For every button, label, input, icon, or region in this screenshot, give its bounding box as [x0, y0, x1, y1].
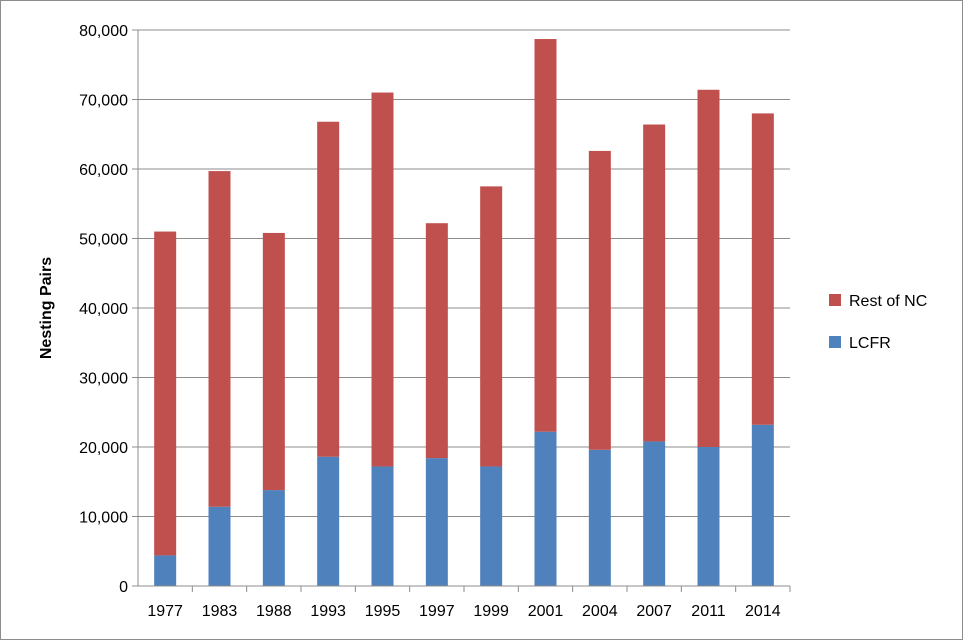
bar-rest-of-nc-2011: [697, 89, 720, 448]
legend-swatch: [829, 336, 841, 348]
bars: [154, 39, 774, 586]
bar-rest-of-nc-2004: [588, 150, 611, 450]
x-tick-label: 1995: [365, 603, 401, 620]
bar-rest-of-nc-1993: [317, 121, 340, 457]
x-tick-label: 1983: [202, 603, 238, 620]
bar-rest-of-nc-2001: [534, 39, 557, 432]
y-tick-label: 50,000: [79, 232, 128, 249]
bar-rest-of-nc-1999: [480, 186, 503, 467]
bar-lcfr-1999: [480, 466, 503, 586]
x-tick-label: 2004: [582, 603, 618, 620]
y-tick-label: 70,000: [79, 93, 128, 110]
bar-lcfr-1993: [317, 456, 340, 586]
x-tick-label: 2011: [691, 603, 726, 620]
bar-rest-of-nc-1988: [262, 232, 285, 491]
x-tick-label: 1997: [419, 603, 455, 620]
x-tick-label: 1988: [256, 603, 292, 620]
legend-label: Rest of NC: [849, 293, 927, 310]
bar-lcfr-2004: [588, 449, 611, 586]
legend-label: LCFR: [849, 335, 891, 352]
bar-lcfr-2001: [534, 431, 557, 586]
bar-rest-of-nc-1983: [208, 171, 231, 507]
axes: [137, 30, 791, 592]
x-tick-labels: 1977 1983 1988 1993 1995 1997 1999 2001 2004 2007…: [147, 603, 780, 620]
x-tick-label: 1993: [310, 603, 346, 620]
bar-rest-of-nc-1995: [371, 92, 394, 467]
y-tick-label: 40,000: [79, 301, 128, 318]
y-tick-label: 30,000: [79, 371, 128, 388]
bar-rest-of-nc-2014: [751, 113, 774, 425]
x-tick-label: 1999: [473, 603, 509, 620]
x-tick-label: 2007: [636, 603, 672, 620]
bar-lcfr-1977: [154, 555, 177, 586]
x-tick-label: 2001: [528, 603, 564, 620]
y-axis-label: Nesting Pairs: [38, 257, 55, 359]
bar-rest-of-nc-2007: [643, 124, 666, 442]
legend-swatch: [829, 294, 841, 306]
bar-lcfr-1983: [208, 506, 231, 586]
y-tick-label: 80,000: [79, 23, 128, 40]
y-tick-label: 0: [119, 579, 128, 596]
bar-lcfr-2014: [751, 424, 774, 586]
y-tick-label: 20,000: [79, 440, 128, 457]
x-tick-label: 1977: [147, 603, 183, 620]
bar-lcfr-1997: [425, 458, 448, 586]
y-tick-label: 10,000: [79, 510, 128, 527]
bar-lcfr-2007: [643, 441, 666, 586]
legend: Rest of NC LCFR: [829, 293, 927, 352]
y-tick-labels: 0 10,000 20,000 30,000 40,000 50,000 60,000 70,…: [79, 23, 128, 596]
y-tick-label: 60,000: [79, 162, 128, 179]
bar-lcfr-2011: [697, 447, 720, 586]
x-tick-label: 2014: [745, 603, 781, 620]
bar-lcfr-1995: [371, 466, 394, 586]
bar-rest-of-nc-1977: [154, 231, 177, 556]
bar-rest-of-nc-1997: [425, 223, 448, 459]
gridlines: [132, 29, 790, 587]
bar-lcfr-1988: [262, 490, 285, 586]
